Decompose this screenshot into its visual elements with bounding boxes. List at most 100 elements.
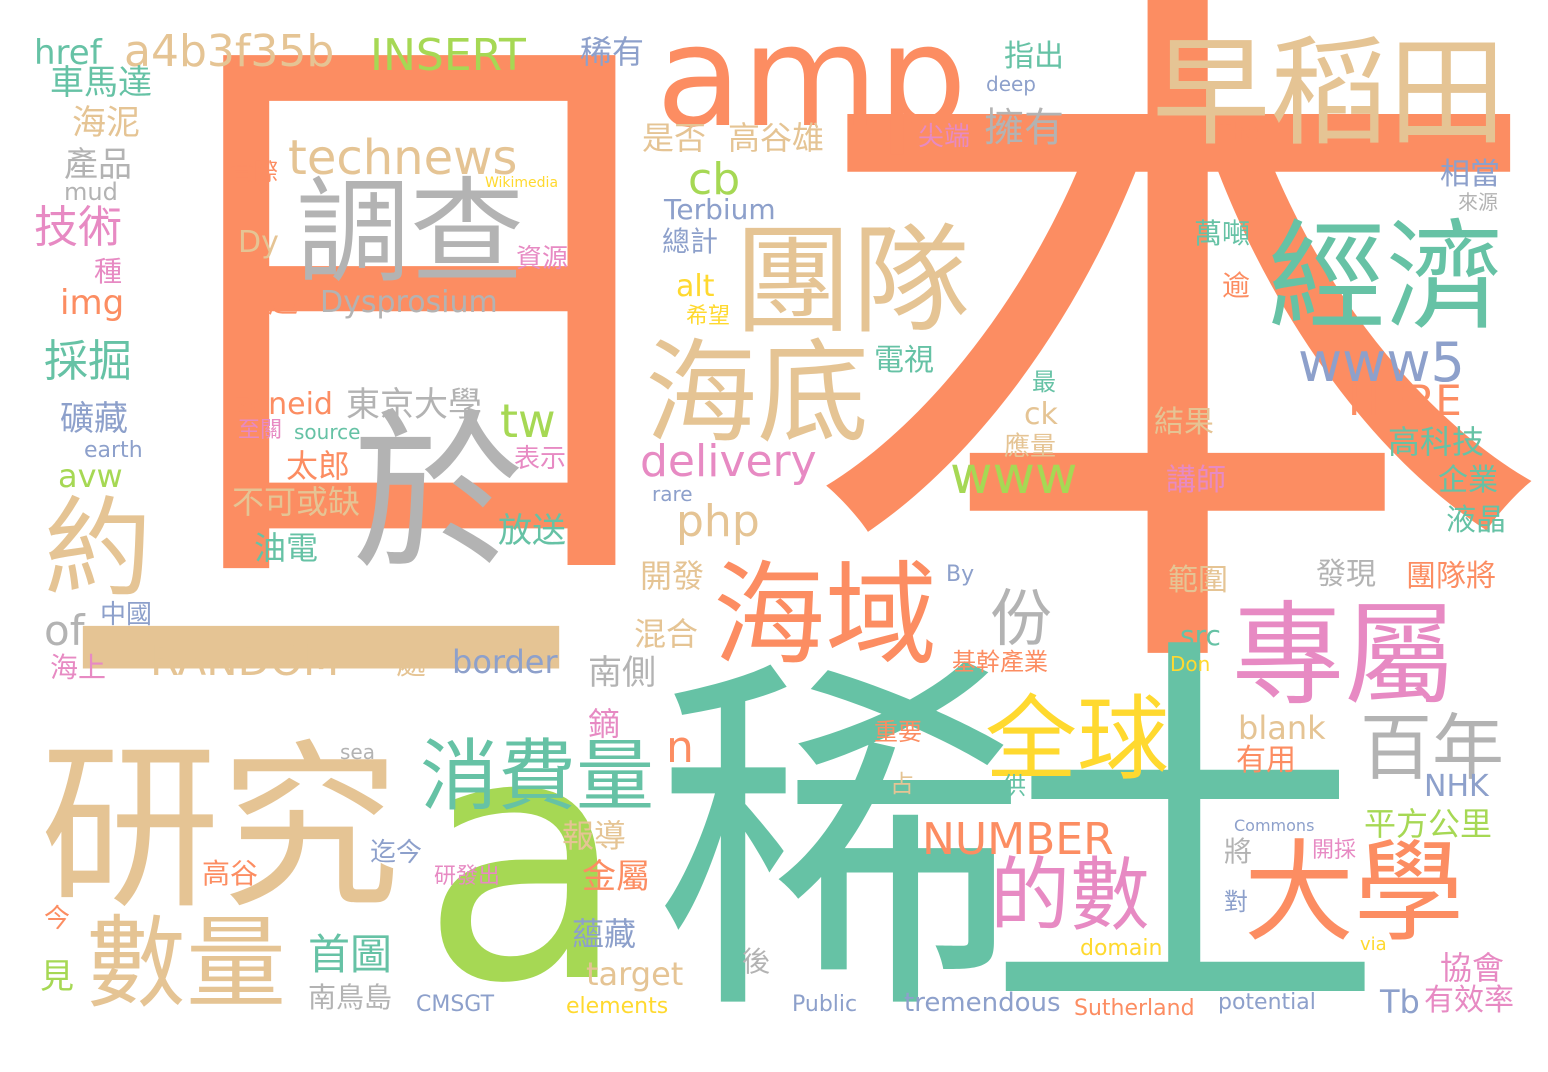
word-xiaofeiliang: 消費量 (420, 732, 655, 822)
word-fanwei: 範圍 (1168, 563, 1228, 598)
word-img: img (60, 283, 125, 323)
word-chanpin: 產品 (64, 145, 132, 185)
word-chu: 處 (396, 647, 426, 682)
word-www: www (950, 446, 1078, 506)
word-yuncang: 蘊藏 (572, 915, 637, 953)
word-baodao: 報導 (562, 817, 627, 855)
word-cb: cb (688, 154, 741, 205)
word-qiye: 企業 (1438, 463, 1498, 498)
word-yiqi: 一起 (238, 285, 298, 320)
word-xiyou: 稀有 (580, 33, 645, 71)
word-a4b3f35b: a4b3f35b (124, 26, 335, 77)
word-by: By (946, 562, 975, 587)
word-jingji: 經濟 (1268, 208, 1505, 346)
word-www5: www5 (1298, 331, 1465, 394)
word-yu2: 逾 (1222, 269, 1251, 302)
word-diaocha: 調查 (296, 166, 525, 299)
word-jiang: 將 (1224, 835, 1253, 868)
word-nance: 南側 (588, 653, 656, 693)
word-target: target (586, 955, 684, 993)
word-zhuanshu: 專屬 (1232, 591, 1456, 721)
word-kuangcang: 礦藏 (60, 399, 128, 439)
word-di: 鏑 (588, 705, 621, 743)
word-kaifa: 開發 (640, 557, 705, 595)
word-jianduan: 尖端 (918, 122, 971, 152)
word-fen: 份 (990, 582, 1053, 655)
word-the: The (1218, 120, 1259, 145)
word-tb: Tb (1380, 983, 1420, 1021)
word-don: Don (1170, 652, 1211, 676)
word-bukehuoque: 不可或缺 (232, 483, 361, 521)
word-n: n (666, 722, 694, 773)
word-random: RANDOM (150, 636, 340, 685)
word-wikimedia: Wikimedia (485, 175, 559, 191)
word-haidi: 海底 (645, 329, 869, 459)
word-potential: potential (1218, 990, 1316, 1015)
word-shifou: 是否 (642, 119, 707, 157)
word-haini: 海泥 (72, 103, 140, 143)
word-zhan: 占 (890, 770, 914, 798)
word-yu: 於 (352, 393, 524, 594)
word-sutherland: Sutherland (1074, 996, 1195, 1021)
word-gaogu: 高谷 (202, 857, 259, 890)
word-gaokeji: 高科技 (1388, 423, 1485, 461)
word-xi: 稀 (655, 630, 1025, 1060)
word-zhongguo: 中國 (100, 600, 153, 630)
word-yanjiu: 研究 (40, 725, 401, 934)
word-via: via (1360, 934, 1387, 955)
word-hou: 後 (742, 945, 771, 978)
word-quanqiu: 全球 (985, 686, 1170, 793)
word-tw: tw (500, 394, 556, 448)
word-jian: 見 (40, 957, 74, 997)
word-tremendous: tremendous (904, 988, 1061, 1018)
word-zaodaotian: 早稻田 (1152, 24, 1507, 162)
word-daxue: 大學 (1244, 829, 1464, 957)
word-php: php (676, 496, 760, 547)
word-sea: sea (340, 740, 375, 764)
word-commons: Commons (1234, 816, 1315, 835)
word-zhiguan: 至關 (238, 418, 283, 443)
word-biaoshi: 表示 (514, 444, 567, 474)
word-source: source (294, 420, 361, 444)
word-kaicai: 開採 (1312, 838, 1357, 863)
word-tuanduijiang: 團隊將 (1406, 559, 1496, 594)
word-src: src (1180, 619, 1221, 652)
word-dianshi: 電視 (874, 343, 934, 378)
word-qijin: 迄今 (370, 838, 423, 868)
word-yingliang: 應量 (1004, 432, 1057, 462)
word-elements: elements (566, 994, 669, 1019)
word-faxian: 發現 (1316, 557, 1376, 592)
word-zongji: 總計 (662, 225, 719, 258)
word-yejing: 液晶 (1446, 503, 1506, 538)
word-yue: 約 (44, 487, 153, 612)
word-zhichu: 指出 (1004, 39, 1064, 74)
word-ri: 日 (118, 0, 716, 670)
word-public: Public (792, 992, 858, 1017)
word-yanfachu: 研發出 (434, 864, 501, 889)
word-dongjingdaxue: 東京大學 (346, 385, 482, 425)
word-nanniaodao: 南鳥島 (308, 981, 393, 1014)
word-number: NUMBER (922, 814, 1114, 865)
word-tuandui: 團隊 (734, 212, 971, 350)
word-amp: amp (656, 0, 968, 159)
word-blank: blank (1238, 709, 1326, 747)
word-xiwang: 希望 (686, 304, 731, 329)
word-nhk: NHK (1424, 769, 1489, 804)
word-zhongyao: 重要 (874, 718, 922, 746)
word-tu: 土 (985, 607, 1385, 1072)
word-bainian: 百年 (1360, 706, 1505, 790)
word-alt: alt (676, 269, 715, 304)
word-caijue: 採掘 (44, 336, 132, 387)
word-ben: 本 (798, 0, 1548, 772)
word-chemada: 車馬達 (50, 63, 152, 103)
word-delivery: delivery (640, 436, 817, 487)
word-deshu: 的數 (990, 849, 1150, 942)
word-shouto: 首圖 (308, 930, 393, 979)
word-dui: 對 (1224, 888, 1248, 916)
word-zhong: 種 (94, 255, 123, 288)
word-shuliang: 數量 (86, 905, 286, 1022)
word-yi: 一 (60, 367, 580, 973)
word-domain: domain (1080, 936, 1163, 961)
word-insert: INSERT (370, 30, 526, 81)
word-here: HERE (1348, 376, 1462, 425)
